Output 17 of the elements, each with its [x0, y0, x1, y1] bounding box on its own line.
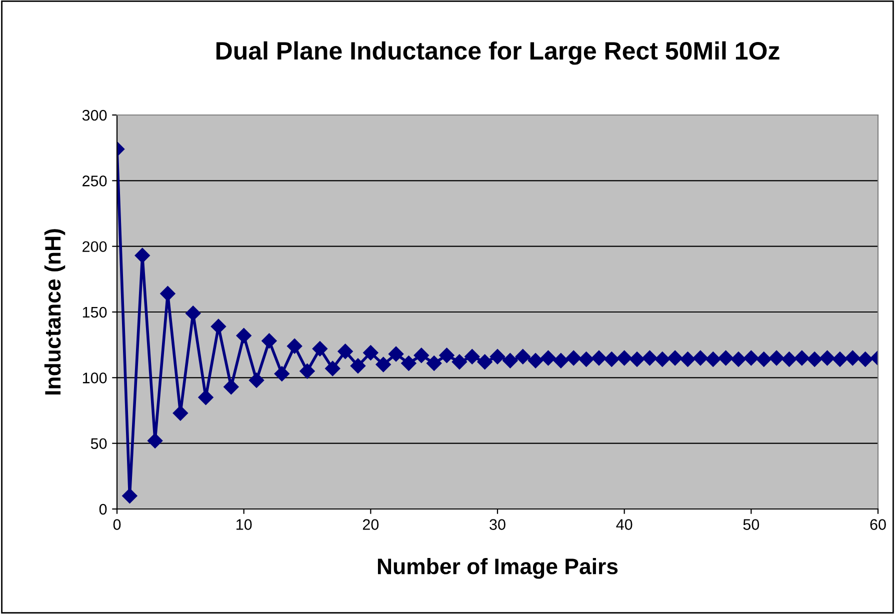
- x-tick-label: 10: [236, 519, 252, 530]
- y-tick-label: 300: [82, 110, 107, 121]
- y-axis-title: Inductance (nH): [44, 229, 66, 394]
- x-tick-label: 50: [743, 519, 760, 530]
- y-tick-label: 0: [99, 504, 107, 515]
- x-tick-label: 30: [490, 519, 506, 530]
- y-tick-label: 200: [82, 241, 107, 252]
- y-tick-label: 100: [82, 372, 107, 384]
- x-tick-label: 20: [362, 519, 379, 530]
- x-tick-label: 40: [616, 519, 632, 530]
- x-tick-label: 0: [113, 519, 121, 530]
- x-axis-title: Number of Image Pairs: [378, 558, 618, 579]
- chart-title: Dual Plane Inductance for Large Rect 50Mil 1Oz: [216, 41, 780, 65]
- y-tick-label: 50: [90, 438, 107, 450]
- y-tick-label: 150: [82, 306, 107, 318]
- y-tick-label: 250: [82, 176, 107, 186]
- x-tick-label: 60: [870, 519, 886, 530]
